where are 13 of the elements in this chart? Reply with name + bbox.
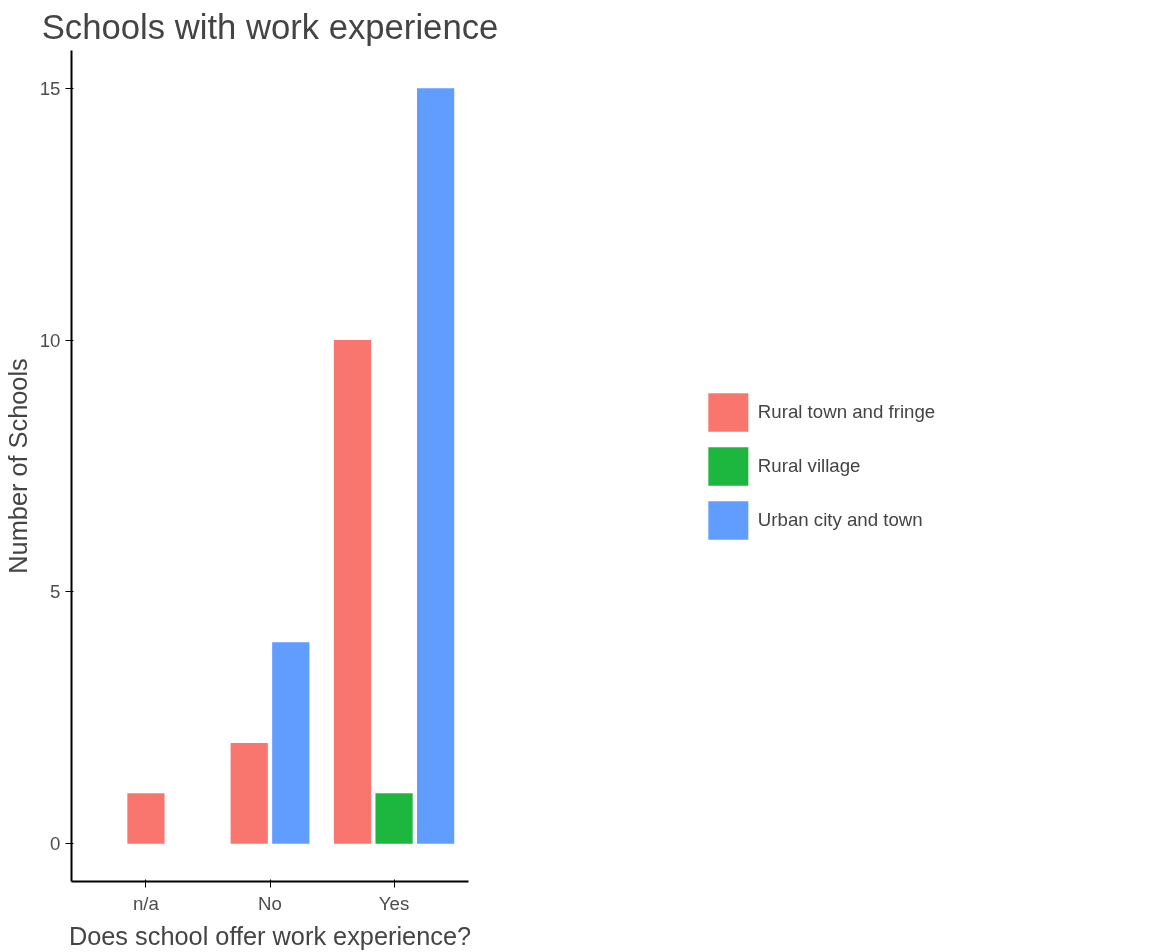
legend-label: Rural town and fringe	[757, 400, 936, 423]
legend-label: Urban city and town	[757, 508, 923, 531]
y-axis-title: Number of Schools	[3, 358, 32, 574]
y-tick-label: 15	[39, 77, 61, 99]
x-tick-label: n/a	[132, 892, 160, 914]
x-axis-title: Does school offer work experience?	[68, 921, 472, 950]
legend-label: Rural village	[757, 454, 861, 477]
y-tick-label: 10	[39, 329, 61, 351]
chart-title: Schools with work experience	[41, 7, 499, 46]
y-tick-label: 0	[50, 833, 61, 855]
x-tick-label: No	[258, 892, 282, 914]
y-tick-label: 5	[50, 581, 61, 603]
x-tick-label: Yes	[378, 892, 410, 914]
